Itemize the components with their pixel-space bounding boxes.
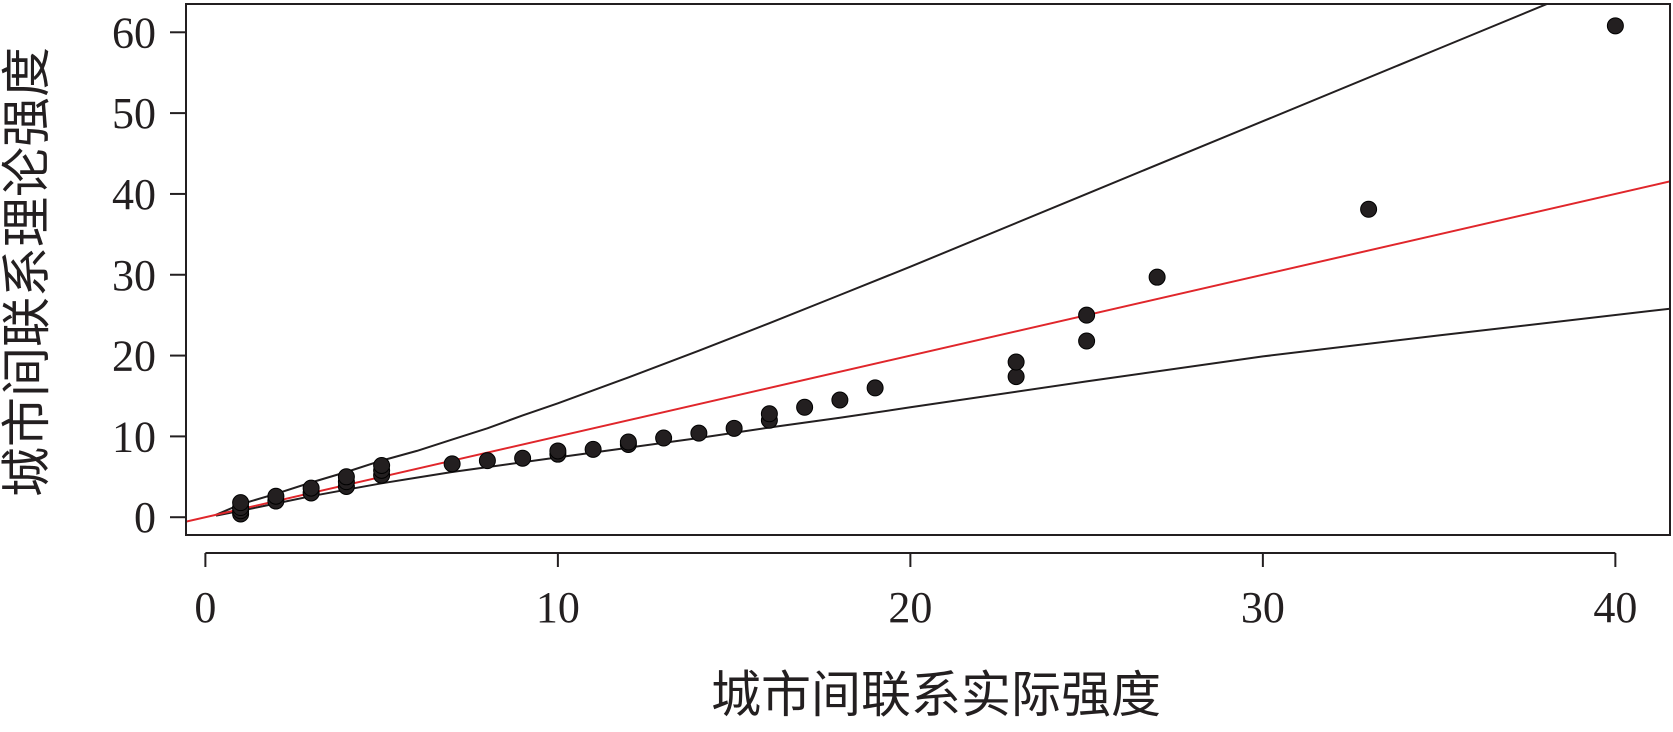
data-point xyxy=(232,494,250,512)
upper-bound-line xyxy=(215,4,1550,516)
y-tick-label: 30 xyxy=(112,251,156,300)
data-point xyxy=(584,440,602,458)
data-point xyxy=(267,487,285,505)
x-tick-label: 20 xyxy=(888,583,932,632)
data-point xyxy=(549,442,567,460)
data-point xyxy=(337,468,355,486)
data-point xyxy=(796,398,814,416)
lower-bound-line xyxy=(215,307,1670,517)
chart-lines xyxy=(186,4,1670,523)
data-point xyxy=(1078,306,1096,324)
data-point xyxy=(760,405,778,423)
data-point xyxy=(725,419,743,437)
x-axis-title: 城市间联系实际强度 xyxy=(711,666,1161,724)
x-tick-label: 40 xyxy=(1593,583,1637,632)
data-points xyxy=(232,17,1624,523)
data-point xyxy=(1148,268,1166,286)
x-axis: 0 10 20 30 40 xyxy=(194,552,1637,632)
y-tick-label: 40 xyxy=(112,170,156,219)
data-point xyxy=(1078,332,1096,350)
data-point xyxy=(1360,200,1378,218)
y-tick-label: 10 xyxy=(112,412,156,461)
data-point xyxy=(690,424,708,442)
data-point xyxy=(1007,353,1025,371)
data-point xyxy=(1007,368,1025,386)
data-point xyxy=(1606,17,1624,35)
y-axis-title: 城市间联系理论强度 xyxy=(0,47,56,497)
data-point xyxy=(831,391,849,409)
data-point xyxy=(655,429,673,447)
data-point xyxy=(866,379,884,397)
data-point xyxy=(302,479,320,497)
y-tick-label: 50 xyxy=(112,89,156,138)
plot-frame xyxy=(185,3,1671,536)
x-tick-label: 10 xyxy=(536,583,580,632)
data-point xyxy=(619,433,637,451)
y-axis: 0 10 20 30 40 50 60 xyxy=(112,8,186,542)
reference-line xyxy=(186,180,1670,523)
data-point xyxy=(478,452,496,470)
x-tick-label: 30 xyxy=(1241,583,1285,632)
data-point xyxy=(373,456,391,474)
data-point xyxy=(443,455,461,473)
y-tick-label: 0 xyxy=(134,493,156,542)
y-tick-label: 60 xyxy=(112,8,156,57)
data-point xyxy=(514,449,532,467)
x-tick-label: 0 xyxy=(194,583,216,632)
y-tick-label: 20 xyxy=(112,332,156,381)
